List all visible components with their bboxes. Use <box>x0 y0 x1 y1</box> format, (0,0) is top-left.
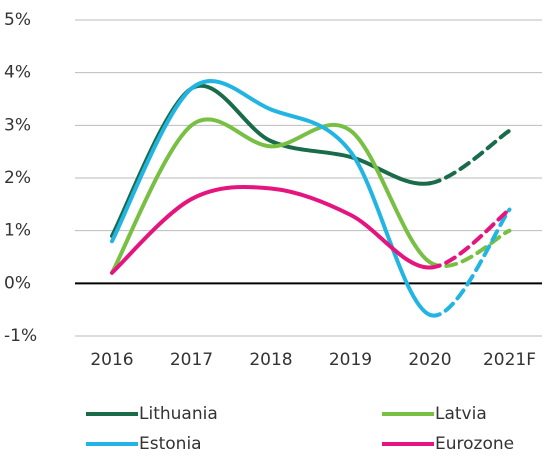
y-tick-label: 5% <box>4 10 31 30</box>
legend-label: Lithuania <box>139 404 218 424</box>
x-tick-label: 2019 <box>329 350 372 370</box>
x-tick-label: 2017 <box>170 350 213 370</box>
y-tick-label: 4% <box>4 63 31 83</box>
forecast-line <box>428 207 512 318</box>
legend-label: Latvia <box>435 404 487 424</box>
x-tick-label: 2016 <box>90 350 133 370</box>
y-tick-label: 2% <box>4 168 31 188</box>
y-tick-label: 3% <box>4 115 31 135</box>
legend-label: Eurozone <box>435 434 514 454</box>
forecast-line <box>428 207 512 270</box>
y-tick-label: 1% <box>4 221 31 241</box>
series-line <box>110 117 432 275</box>
y-tick-label: 0% <box>4 273 31 293</box>
x-tick-label: 2020 <box>408 350 451 370</box>
x-tick-label: 2021F <box>483 350 536 370</box>
y-tick-label: -1% <box>4 326 37 346</box>
series-line <box>110 184 432 275</box>
forecast-line <box>428 128 512 186</box>
series-line <box>110 79 432 317</box>
legend-label: Estonia <box>139 434 202 454</box>
x-tick-label: 2018 <box>249 350 292 370</box>
